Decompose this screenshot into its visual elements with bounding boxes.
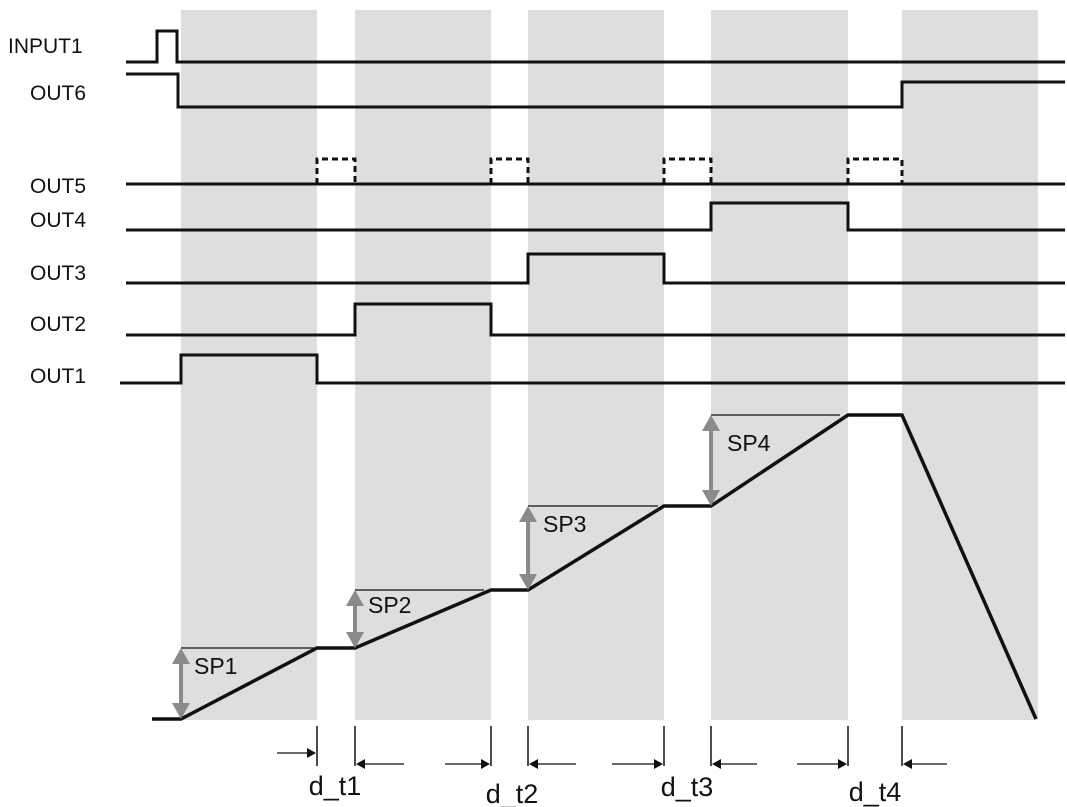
arrow-left-icon (712, 759, 757, 769)
sp4-arrow-icon (702, 415, 720, 506)
signal-label-out2: OUT2 (30, 313, 86, 336)
band-step-4 (711, 10, 848, 720)
delay-labels: d_t1 d_t2 d_t3 d_t4 (309, 771, 902, 807)
setpoint-reference-lines (181, 414, 840, 649)
arrow-left-icon (529, 759, 576, 769)
arrow-left-icon (356, 759, 404, 769)
arrow-right-icon (445, 759, 490, 769)
signal-label-out5: OUT5 (30, 175, 86, 198)
trace-out2 (126, 302, 1065, 337)
sp3-arrow-icon (519, 506, 537, 590)
sp3-label: SP3 (543, 511, 586, 537)
signal-label-input1: INPUT1 (8, 35, 83, 58)
sp2-label: SP2 (368, 592, 411, 618)
out5-pulse-2 (489, 157, 530, 184)
arrow-right-icon (797, 759, 847, 769)
signal-label-out3: OUT3 (30, 262, 86, 285)
delay-label-d-t2: d_t2 (486, 779, 539, 807)
signal-traces (120, 29, 1065, 385)
out5-pulse-3 (662, 157, 713, 184)
band-step-5 (902, 10, 1038, 720)
arrow-left-icon (903, 759, 947, 769)
setpoint-labels: SP1 SP2 SP3 SP4 (194, 430, 771, 679)
delay-label-d-t1: d_t1 (309, 771, 362, 801)
signal-label-out4: OUT4 (30, 209, 86, 232)
band-step-2 (355, 10, 491, 720)
delay-label-d-t4: d_t4 (849, 777, 902, 807)
signal-label-out1: OUT1 (30, 365, 86, 388)
sp4-label: SP4 (727, 430, 771, 456)
out5-pulse-4 (846, 157, 904, 184)
signal-labels: INPUT1 OUT6 OUT5 OUT4 OUT3 OUT2 OUT1 (8, 35, 86, 388)
setpoint-arrows (172, 415, 720, 719)
arrow-right-icon (277, 748, 316, 758)
band-step-1 (181, 10, 317, 720)
trace-out6 (126, 72, 1065, 109)
trace-out4 (126, 201, 1065, 232)
active-period-bands (181, 10, 1038, 720)
delay-label-d-t3: d_t3 (661, 772, 714, 802)
delay-interval-arrows (277, 748, 947, 769)
sp2-arrow-icon (346, 590, 364, 648)
trace-out1 (120, 353, 1065, 385)
sp1-label: SP1 (194, 653, 237, 679)
trace-out3 (126, 252, 1065, 285)
delay-interval-ticks (316, 726, 903, 766)
out5-pulse-1 (315, 157, 357, 184)
signal-label-out6: OUT6 (30, 82, 86, 105)
trace-input1 (126, 29, 1065, 64)
arrow-right-icon (612, 759, 663, 769)
band-step-3 (528, 10, 664, 720)
sp1-arrow-icon (172, 648, 190, 719)
